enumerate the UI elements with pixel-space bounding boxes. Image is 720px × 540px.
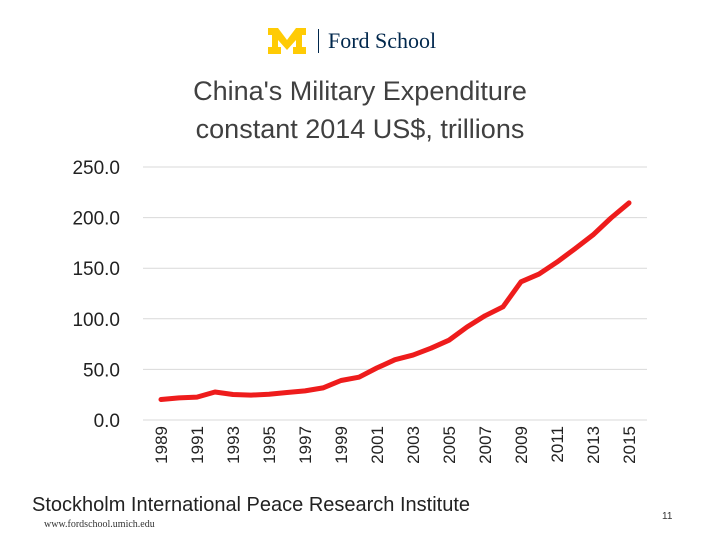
x-tick-label: 2007 [476, 426, 495, 464]
series-line [158, 200, 632, 402]
source-credit: Stockholm International Peace Research I… [32, 494, 471, 516]
chart-title-line-1: China's Military Expenditure [193, 76, 527, 106]
ford-school-logo: Ford School [268, 27, 458, 57]
x-tick-label: 1997 [296, 426, 315, 464]
logo-divider [318, 29, 319, 53]
gridlines [143, 166, 647, 421]
x-tick-label: 2015 [620, 426, 639, 464]
y-tick-label: 100.0 [72, 310, 120, 331]
logo-text: Ford School [328, 28, 437, 53]
series-layer [158, 200, 632, 402]
x-tick-label: 1991 [188, 426, 207, 464]
y-tick-label: 50.0 [83, 360, 120, 381]
y-tick-label: 0.0 [94, 411, 120, 432]
footer-url: www.fordschool.umich.edu [44, 519, 155, 530]
x-tick-label: 2009 [512, 426, 531, 464]
block-m-icon [268, 28, 306, 54]
page-number: 11 [662, 511, 673, 522]
x-axis-labels: 1989 1991 1993 1995 1997 1999 2001 2003 2005 2007… [152, 426, 639, 464]
x-tick-label: 2001 [368, 426, 387, 464]
x-tick-label: 2003 [404, 426, 423, 464]
x-tick-label: 1993 [224, 426, 243, 464]
x-tick-label: 2013 [584, 426, 603, 464]
chart-title-line-2: constant 2014 US$, trillions [195, 114, 525, 144]
y-tick-label: 150.0 [72, 259, 120, 280]
x-tick-label: 1995 [260, 426, 279, 464]
x-tick-label: 1999 [332, 426, 351, 464]
y-tick-label: 250.0 [72, 158, 120, 179]
x-tick-label: 1989 [152, 426, 171, 464]
y-axis-labels: 0.0 50.0 100.0 150.0 200.0 250.0 [72, 158, 120, 432]
y-tick-label: 200.0 [72, 209, 120, 230]
x-tick-label: 2011 [548, 426, 567, 463]
x-tick-label: 2005 [440, 426, 459, 464]
